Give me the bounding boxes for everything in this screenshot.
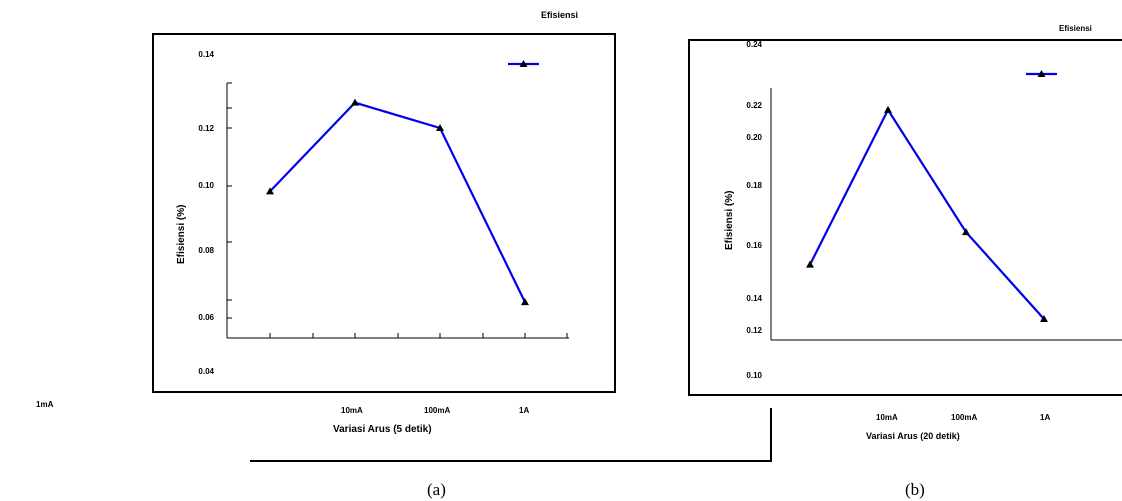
chart-a-ytick-label: 0.14 [198,50,214,59]
chart-a-title: Efisiensi [541,10,579,20]
chart-b-title: Efisiensi [1059,24,1092,33]
chart-a-legend-marker [519,60,528,67]
chart-a-ytick-label: 0.08 [198,246,214,255]
chart-b-ytick-label: 0.20 [746,133,762,142]
chart-a-xtick-label: 1A [519,406,530,415]
chart-b-xlabel: Variasi Arus (20 detik) [866,431,960,441]
chart-b-ytick-label: 0.14 [746,294,762,303]
chart-a-data-point [521,298,529,306]
chart-b-data-point [962,228,970,236]
chart-a-data-point [436,124,444,131]
chart-b-data-point [884,105,892,113]
chart-b-xtick-label: 10mA [876,413,898,422]
caption-b: (b) [905,480,925,499]
chart-b-series-line [809,107,1045,320]
connector-line-vertical [770,408,772,462]
chart-b-ytick-label: 0.16 [746,241,762,250]
chart-b-ytick-label: 0.22 [746,101,762,110]
chart-b-ytick-label: 0.24 [746,40,762,49]
chart-a-xtick-label: 1mA [36,400,54,409]
chart-a-series-line [269,101,526,303]
chart-a-frame [152,33,616,393]
chart-b-data-point [806,260,814,268]
chart-b-data-point [1040,315,1048,323]
caption-a: (a) [427,480,446,499]
chart-b-legend-marker [1037,70,1046,77]
chart-a-xtick-label: 10mA [341,406,363,415]
chart-b-ytick-label: 0.12 [746,326,762,335]
chart-a-data-point [351,98,359,106]
chart-b-ytick-label: 0.10 [746,371,762,380]
connector-line-horizontal [250,460,772,462]
chart-a-ytick-label: 0.12 [198,124,214,133]
chart-a-xtick-label: 100mA [424,406,451,415]
chart-b-xtick-label: 1A [1040,413,1051,422]
chart-a-ytick-label: 0.10 [198,181,214,190]
chart-a-ytick-label: 0.06 [198,313,214,322]
chart-b-ytick-label: 0.18 [746,181,762,190]
chart-a-data-point [266,187,274,195]
chart-a-xlabel: Variasi Arus (5 detik) [333,424,432,435]
chart-a-ytick-label: 0.04 [198,367,214,376]
chart-b-frame [688,39,1122,396]
chart-b-xtick-label: 100mA [951,413,978,422]
